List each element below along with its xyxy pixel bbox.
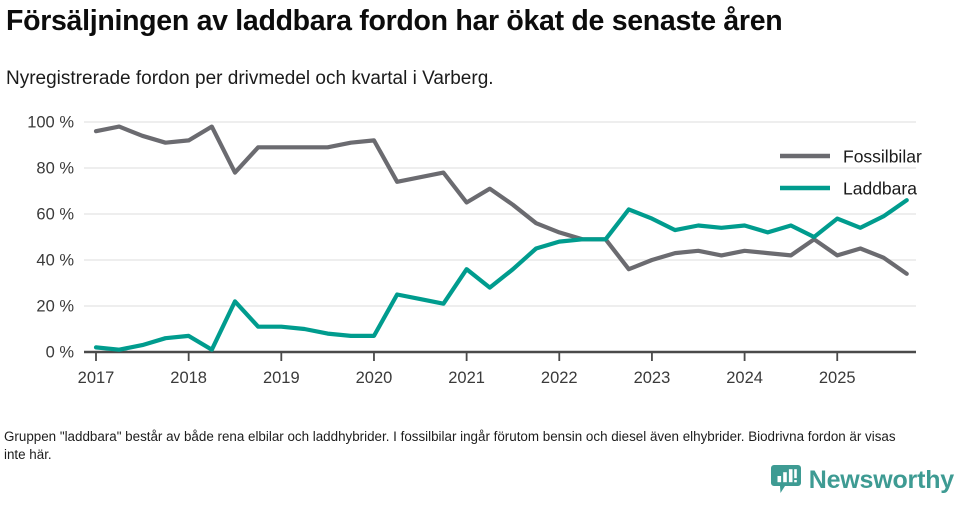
x-axis-tick-label: 2021 [448, 369, 485, 387]
x-axis-tick-label: 2025 [819, 369, 856, 387]
page-subtitle: Nyregistrerade fordon per drivmedel och … [6, 68, 494, 89]
y-axis-tick-label: 60 % [36, 206, 74, 224]
x-axis-tick-label: 2024 [726, 369, 763, 387]
bar-chart-bubble-icon [770, 465, 801, 493]
x-axis-tick-label: 2022 [541, 369, 578, 387]
y-axis-tick-label: 20 % [36, 298, 74, 316]
brand-name: Newsworthy [808, 465, 954, 494]
x-axis-tick-label: 2019 [263, 369, 300, 387]
x-axis-tick-label: 2020 [356, 369, 393, 387]
newsworthy-logo: Newsworthy [770, 463, 954, 497]
x-axis-tick-label: 2023 [634, 369, 671, 387]
x-axis-tick-label: 2017 [78, 369, 115, 387]
chart-container: 0 % 20 % 40 % 60 % 80 % 100 % 2017 2018 2019 2020… [0, 108, 960, 400]
page-title: Försäljningen av laddbara fordon har öka… [6, 5, 783, 37]
chart-footnote: Gruppen "laddbara" består av både rena e… [4, 429, 896, 462]
line-chart: 0 % 20 % 40 % 60 % 80 % 100 % 2017 2018 2019 2020… [27, 114, 922, 388]
y-axis-tick-label: 80 % [36, 160, 74, 178]
series-line-fossilbilar [93, 124, 909, 276]
y-axis-tick-label: 100 % [27, 114, 74, 132]
legend-label-fossilbilar: Fossilbilar [843, 147, 922, 167]
y-axis-tick-label: 40 % [36, 252, 74, 270]
x-axis-tick-label: 2018 [170, 369, 207, 387]
series-line-laddbara [93, 198, 909, 352]
y-axis-tick-label: 0 % [46, 344, 75, 362]
legend-label-laddbara: Laddbara [843, 179, 917, 199]
